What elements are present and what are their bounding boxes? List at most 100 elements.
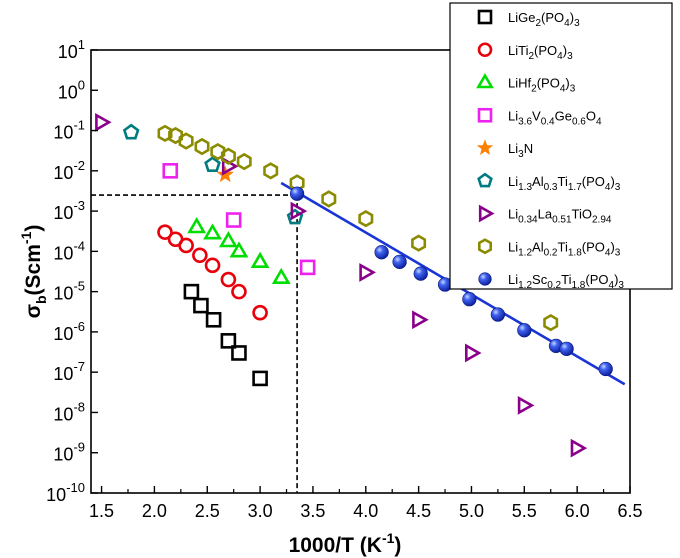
data-point xyxy=(203,223,222,240)
legend-label-text: Al xyxy=(532,174,544,189)
legend-label-text: LiGe xyxy=(508,10,535,25)
legend-label-subscript: 4 xyxy=(605,182,611,193)
x-axis-title-text: ) xyxy=(394,534,401,557)
y-tick-label-base: 10 xyxy=(53,364,73,384)
y-axis-title: σb(Scm-1) xyxy=(18,225,49,319)
data-point xyxy=(220,147,236,165)
data-point xyxy=(225,212,242,228)
y-tick-label-base: 10 xyxy=(53,203,73,223)
legend-marker xyxy=(478,204,495,223)
y-axis-title-subscript: b xyxy=(33,295,49,304)
data-point xyxy=(263,162,279,180)
data-point xyxy=(289,186,305,201)
legend-label-text: (PO xyxy=(585,272,608,287)
data-point xyxy=(299,259,316,276)
data-point xyxy=(517,323,532,338)
legend-label-subscript: 1.7 xyxy=(568,182,582,193)
legend-label-text: ) xyxy=(614,272,618,287)
data-point xyxy=(392,254,407,269)
y-tick-label-exponent: -7 xyxy=(73,359,85,374)
y-tick-label-exponent: -2 xyxy=(73,158,85,173)
legend-label-text: (PO xyxy=(534,43,557,58)
x-tick-label: 6.0 xyxy=(565,501,590,521)
data-point xyxy=(359,263,376,282)
y-tick-label-base: 10 xyxy=(58,82,78,102)
y-tick-label-exponent: -1 xyxy=(73,118,85,133)
axis-ticks: 1.5 2.0 2.5 3.0 3.5 4.0 4.5 5.0 5.5 6.0 6.51011001… xyxy=(46,37,642,521)
x-tick-label: 5.0 xyxy=(459,501,484,521)
data-point xyxy=(462,292,477,307)
series-liti2-po4-3 xyxy=(157,224,268,321)
legend-label-text: (PO xyxy=(537,76,560,91)
data-point xyxy=(95,112,112,132)
legend-label-subscript: 4 xyxy=(605,247,611,258)
legend-label-text: ) xyxy=(610,239,614,254)
y-tick-label-exponent: 1 xyxy=(78,37,85,52)
data-point xyxy=(229,241,249,258)
legend-label-text: Li xyxy=(508,239,518,254)
legend-label-subscript: 3 xyxy=(567,51,573,62)
data-point xyxy=(183,283,200,300)
legend-label-subscript: 2.94 xyxy=(592,215,612,226)
y-tick-label: 10-3 xyxy=(53,198,85,223)
legend-label-subscript: 0.51 xyxy=(552,215,572,226)
data-point xyxy=(321,190,337,208)
data-point xyxy=(162,163,179,179)
legend-label-subscript: 1.2 xyxy=(518,247,532,258)
data-point xyxy=(220,333,237,349)
y-tick-label-base: 10 xyxy=(46,485,66,505)
legend-marker xyxy=(478,272,492,286)
legend-label-text: Li xyxy=(508,272,518,287)
data-point xyxy=(598,361,613,377)
legend-label: Li1.2Al0.2Ti1.8(PO4)3 xyxy=(508,239,621,258)
data-point xyxy=(192,247,208,264)
legend-label-text: Ti xyxy=(561,272,571,287)
legend-label: Li1.2Sc0.2Ti1.8(PO4)3 xyxy=(508,272,624,291)
legend-item: LiGe2(PO4)3 xyxy=(477,9,580,29)
y-tick-label-base: 10 xyxy=(53,163,73,183)
x-tick-label: 1.5 xyxy=(89,501,114,521)
data-point xyxy=(271,267,291,285)
data-point xyxy=(290,201,308,221)
legend-label-text: ) xyxy=(563,43,567,58)
legend-marker xyxy=(477,9,493,25)
legend-label: Li1.3Al0.3Ti1.7(PO4)3 xyxy=(508,174,621,193)
legend-label: LiTi2(PO4)3 xyxy=(508,43,573,62)
legend-label-subscript: 1.8 xyxy=(571,280,585,291)
legend-label-subscript: 0.3 xyxy=(544,182,558,193)
legend-label-subscript: 1.2 xyxy=(518,280,532,291)
x-tick-label: 5.5 xyxy=(512,501,537,521)
legend-item: LiHf2(PO4)3 xyxy=(476,73,576,95)
legend-marker xyxy=(477,238,493,255)
data-point xyxy=(194,137,210,156)
legend-label-subscript: 3 xyxy=(570,84,576,95)
y-tick-label-exponent: -5 xyxy=(73,279,85,294)
legend-marker xyxy=(477,107,493,123)
y-tick-label-base: 10 xyxy=(53,284,73,304)
legend-label-subscript: 3 xyxy=(518,149,524,160)
legend-item: LiTi2(PO4)3 xyxy=(477,42,573,62)
data-point xyxy=(543,313,559,332)
legend-label-subscript: 1.8 xyxy=(568,247,582,258)
legend-label-subscript: 2 xyxy=(528,51,534,62)
y-tick-label-exponent: -10 xyxy=(66,480,85,495)
y-tick-label-exponent: -3 xyxy=(73,198,85,213)
y-tick-label: 10-1 xyxy=(53,118,85,143)
legend-marker xyxy=(476,139,494,155)
legend-label-subscript: 0.4 xyxy=(541,116,555,127)
series-li3-6v0-4ge0-6o4 xyxy=(162,163,316,276)
legend-label-text: (PO xyxy=(582,239,605,254)
y-tick-label: 10-10 xyxy=(46,480,85,505)
legend-marker xyxy=(477,172,493,188)
data-point xyxy=(411,234,427,252)
data-markers xyxy=(95,112,613,458)
legend-item: Li0.34La0.51TiO2.94 xyxy=(478,204,612,226)
legend-label-subscript: 0.2 xyxy=(547,280,561,291)
legend-label: LiGe2(PO4)3 xyxy=(508,10,580,29)
data-point xyxy=(231,345,247,361)
legend-label-text: ) xyxy=(565,76,569,91)
data-point xyxy=(252,370,268,387)
legend-label-text: Ge xyxy=(555,108,572,123)
y-tick-label-exponent: -9 xyxy=(73,440,85,455)
